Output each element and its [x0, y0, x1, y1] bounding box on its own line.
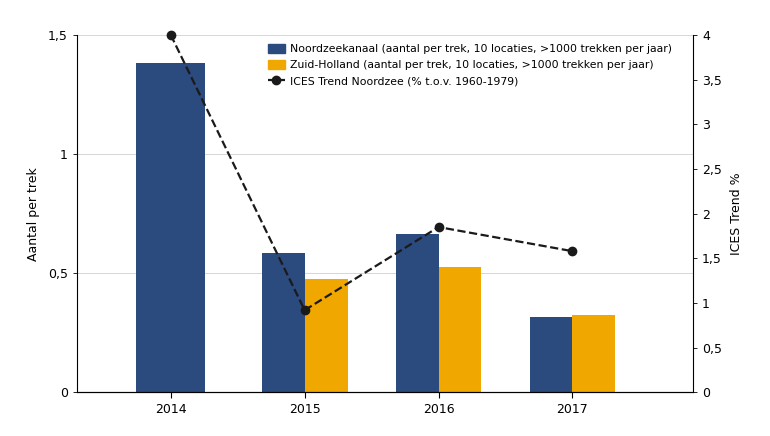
Y-axis label: Aantal per trek: Aantal per trek	[27, 167, 39, 261]
Bar	[572, 315, 615, 392]
Bar	[530, 317, 572, 392]
Bar	[439, 267, 481, 392]
Bar	[262, 253, 305, 392]
Y-axis label: ICES Trend %: ICES Trend %	[731, 172, 743, 255]
Bar	[136, 64, 205, 392]
Bar	[396, 234, 439, 392]
Legend: Noordzeekanaal (aantal per trek, 10 locaties, >1000 trekken per jaar), Zuid-Holl: Noordzeekanaal (aantal per trek, 10 loca…	[265, 40, 675, 89]
Bar	[305, 279, 347, 392]
